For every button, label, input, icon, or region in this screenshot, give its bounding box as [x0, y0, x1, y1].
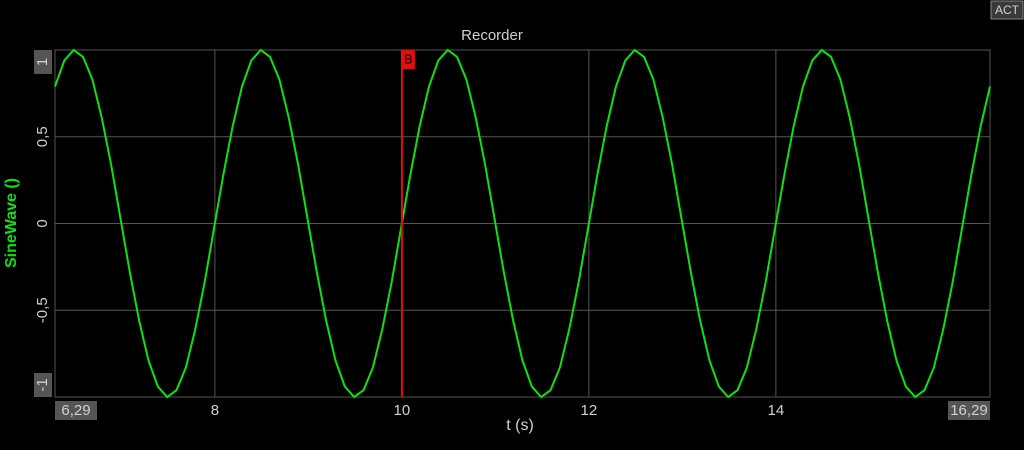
- x-axis-label: t (s): [506, 417, 534, 434]
- y-axis-label: SineWave (): [3, 178, 20, 268]
- signal-line: [54, 48, 991, 399]
- y-range-box: [34, 50, 52, 74]
- x-tick-label: 10: [394, 402, 411, 419]
- y-range-box: [34, 373, 52, 397]
- cursor-label: B: [404, 51, 413, 66]
- x-tick-label: 8: [211, 402, 219, 419]
- x-tick-label: 16,29: [950, 402, 988, 419]
- y-tick-label: 0,5: [34, 126, 51, 147]
- y-tick-label: 1: [34, 58, 51, 66]
- y-tick-label: -1: [34, 378, 51, 391]
- x-tick-label: 12: [581, 402, 598, 419]
- y-tick-label: -0,5: [34, 297, 51, 323]
- x-range-box: [948, 401, 990, 420]
- x-tick-label: 14: [768, 402, 785, 419]
- x-tick-label: 6,29: [61, 402, 90, 419]
- chart-title: Recorder: [461, 27, 523, 44]
- y-tick-label: 0: [34, 219, 51, 227]
- status: ACT: [995, 3, 1020, 17]
- status-box: [990, 0, 1024, 20]
- cursor-tag: [401, 50, 415, 69]
- x-range-box: [55, 401, 97, 420]
